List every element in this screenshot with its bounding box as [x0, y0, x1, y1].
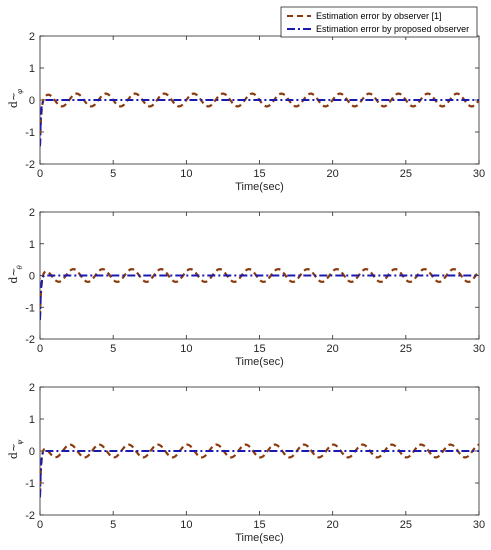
y-tick-label: 0: [29, 95, 35, 107]
legend-entry-2: Estimation error by proposed observer: [316, 24, 469, 34]
subplot-3: 0 5 10 15 20 25 30 -2 -1 0 1 2 Time(sec) d~ψ: [7, 382, 485, 544]
y-tick-label: 2: [29, 382, 35, 394]
y-axis-label: d~φ: [7, 89, 24, 108]
x-tick-label: 0: [37, 519, 43, 531]
x-tick-label: 25: [400, 519, 412, 531]
y-tick-label: 1: [29, 63, 35, 75]
y-tick-label: 1: [29, 414, 35, 426]
x-tick-label: 30: [473, 168, 485, 180]
y-tick-label: -1: [25, 127, 35, 139]
x-tick-label: 30: [473, 343, 485, 355]
x-tick-label: 10: [180, 343, 192, 355]
y-tick-label: 2: [29, 31, 35, 43]
x-tick-label: 10: [180, 168, 192, 180]
x-tick-label: 5: [110, 519, 116, 531]
plot-area: [40, 443, 479, 498]
y-axis-label-main: d~: [7, 443, 20, 459]
plot-area: [40, 92, 479, 147]
y-axis-label: d~θ: [7, 265, 24, 284]
x-axis-label: Time(sec): [235, 532, 283, 544]
legend: Estimation error by observer [1] Estimati…: [280, 6, 478, 38]
x-tick-label: 25: [400, 343, 412, 355]
series-proposed-observer-line: [40, 450, 479, 498]
subplot-1: 0 5 10 15 20 25 30 -2 -1 0 1 2 Time(sec) d~φ: [7, 31, 485, 193]
y-tick-label: -2: [25, 334, 35, 346]
series-proposed-observer-line: [40, 274, 479, 320]
x-tick-label: 30: [473, 519, 485, 531]
y-tick-label: -2: [25, 510, 35, 522]
x-tick-label: 5: [110, 343, 116, 355]
y-tick-label: 2: [29, 207, 35, 219]
y-tick-label: -1: [25, 478, 35, 490]
y-axis-label-sub: φ: [16, 89, 24, 94]
y-axis-label-sub: θ: [16, 265, 24, 270]
x-axis-label: Time(sec): [235, 181, 283, 193]
x-tick-label: 20: [327, 343, 339, 355]
y-tick-label: 1: [29, 239, 35, 251]
series-observer-1-line: [40, 443, 479, 495]
y-tick-label: -2: [25, 159, 35, 171]
y-axis-label-main: d~: [7, 92, 20, 108]
y-tick-label: 0: [29, 271, 35, 283]
series-proposed-observer-line: [40, 99, 479, 147]
y-tick-label: 0: [29, 446, 35, 458]
x-tick-label: 20: [327, 519, 339, 531]
plot-area: [40, 268, 479, 320]
x-axis-label: Time(sec): [235, 356, 283, 368]
x-tick-label: 5: [110, 168, 116, 180]
legend-box: [280, 6, 478, 38]
x-tick-label: 0: [37, 343, 43, 355]
x-tick-label: 15: [253, 168, 265, 180]
x-tick-label: 0: [37, 168, 43, 180]
x-tick-label: 10: [180, 519, 192, 531]
x-tick-label: 25: [400, 168, 412, 180]
y-axis-label-sub: ψ: [16, 439, 24, 445]
y-axis-label-main: d~: [7, 267, 20, 283]
x-tick-label: 20: [327, 168, 339, 180]
y-tick-label: -1: [25, 302, 35, 314]
x-tick-label: 15: [253, 343, 265, 355]
x-tick-label: 15: [253, 519, 265, 531]
subplot-2: 0 5 10 15 20 25 30 -2 -1 0 1 2 Time(sec) d~θ: [7, 207, 485, 368]
legend-entry-1: Estimation error by observer [1]: [316, 11, 442, 21]
y-axis-label: d~ψ: [7, 439, 24, 459]
